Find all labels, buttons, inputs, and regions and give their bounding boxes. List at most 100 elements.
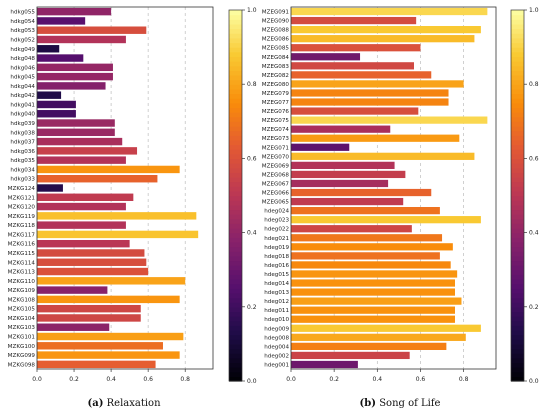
y-tick-label-b-37: hdeg004 (264, 344, 289, 350)
colorbar-segment-b (511, 265, 524, 271)
colorbar-segment-b (511, 255, 524, 262)
colorbar-segment-a (229, 98, 242, 104)
bar-a-MZKG117 (37, 230, 199, 239)
y-tick-label-a-31: MZKG108 (8, 297, 36, 303)
bar-b-MZEG070 (291, 152, 475, 160)
bar-a-hdkg054 (37, 17, 86, 25)
colorbar-segment-a (229, 37, 242, 44)
colorbar-segment-b (511, 116, 524, 122)
colorbar-segment-b (511, 269, 524, 275)
y-tick-label-a-15: hdkg036 (10, 149, 35, 155)
colorbar-segment-b (511, 37, 524, 44)
bar-a-MZKG116 (37, 239, 130, 248)
colorbar-segment-a (229, 218, 242, 224)
colorbar-segment-a (229, 209, 242, 215)
y-tick-label-b-15: MZEG071 (262, 145, 290, 151)
colorbar-segment-b (511, 311, 524, 317)
y-tick-label-b-35: hdeg009 (264, 326, 289, 332)
y-tick-label-a-0: hdkg055 (10, 10, 35, 16)
y-tick-label-a-10: hdkg041 (10, 102, 35, 108)
bar-b-MZEG079 (291, 89, 449, 97)
colorbar-segment-a (229, 19, 242, 25)
y-tick-label-b-38: hdeg002 (264, 353, 289, 359)
colorbar-segment-a (229, 367, 242, 373)
colorbar-segment-b (511, 10, 524, 16)
colorbar-segment-a (229, 88, 242, 95)
colorbar-segment-a (229, 265, 242, 271)
colorbar-segment-a (229, 158, 242, 164)
y-tick-label-a-24: MZKG117 (8, 232, 36, 238)
colorbar-segment-b (511, 237, 524, 243)
colorbar-segment-a (229, 237, 242, 243)
colorbar-segment-a (229, 28, 242, 34)
bar-b-hdeg012 (291, 297, 462, 305)
y-tick-label-b-24: hdeg022 (264, 227, 289, 233)
bar-b-MZEG076 (291, 107, 419, 115)
bar-b-MZEG065 (291, 197, 404, 206)
y-tick-label-b-8: MZEG080 (262, 82, 290, 88)
y-tick-label-b-25: hdeg021 (264, 236, 289, 242)
y-tick-label-b-32: hdeg012 (264, 299, 289, 305)
colorbar-segment-a (229, 246, 242, 252)
y-tick-label-b-30: hdeg014 (264, 281, 289, 287)
colorbar-segment-a (229, 172, 242, 178)
colorbar-segment-a (229, 357, 242, 364)
y-tick-label-b-16: MZEG070 (262, 154, 290, 160)
colorbar-segment-a (229, 255, 242, 262)
bar-b-MZEG082 (291, 71, 432, 79)
caption-a: (a) Relaxation (87, 398, 160, 409)
bar-b-hdeg014 (291, 279, 455, 287)
colorbar-segment-a (229, 70, 242, 76)
y-tick-label-a-36: MZKG100 (8, 344, 36, 350)
bar-b-MZEG080 (291, 80, 464, 88)
colorbar-segment-a (229, 42, 242, 48)
y-tick-label-a-23: MZKG118 (8, 223, 36, 229)
y-tick-label-b-23: hdeg023 (264, 218, 289, 224)
colorbar-segment-a (229, 274, 242, 280)
colorbar-segment-a (229, 334, 242, 340)
y-tick-label-a-8: hdkg044 (10, 84, 35, 90)
bar-b-hdeg002 (291, 351, 410, 360)
colorbar-segment-a (229, 102, 242, 108)
bar-b-hdeg009 (291, 324, 481, 332)
colorbar-segment-a (229, 107, 242, 113)
colorbar-segment-b (511, 158, 524, 164)
y-tick-label-a-11: hdkg040 (10, 112, 35, 118)
colorbar-segment-b (511, 135, 524, 141)
colorbar-segment-a (229, 167, 242, 173)
bar-a-MZKG098 (37, 360, 156, 369)
colorbar-segment-a (229, 371, 242, 377)
bar-b-MZEG073 (291, 134, 460, 142)
y-tick-label-a-29: MZKG110 (8, 279, 36, 285)
colorbar-segment-b (511, 297, 524, 303)
bar-a-MZKG115 (37, 249, 145, 257)
colorbar-segment-a (229, 376, 242, 382)
bar-b-MZEG085 (291, 44, 421, 52)
colorbar-segment-b (511, 167, 524, 173)
bar-a-MZKG119 (37, 212, 197, 220)
colorbar-tick-label-a-5: 1.0 (247, 7, 257, 14)
y-tick-label-b-7: MZEG082 (262, 73, 289, 79)
y-tick-label-a-5: hdkg048 (10, 56, 35, 62)
colorbar-segment-b (511, 130, 524, 136)
caption-a-label: (a) (87, 398, 104, 409)
colorbar-segment-b (511, 353, 524, 359)
bar-a-hdkg055 (37, 7, 112, 16)
y-tick-label-a-14: hdkg037 (10, 140, 35, 146)
colorbar-segment-a (229, 149, 242, 155)
y-tick-label-b-13: MZEG074 (262, 127, 290, 133)
colorbar-segment-b (511, 320, 524, 326)
bar-a-hdkg040 (37, 110, 76, 118)
y-tick-label-b-1: MZEG090 (262, 19, 290, 25)
colorbar-segment-b (511, 200, 524, 206)
colorbar-tick-label-b-4: 0.8 (529, 81, 539, 88)
colorbar-segment-a (229, 130, 242, 136)
bar-a-MZKG124 (37, 184, 63, 192)
bar-a-MZKG120 (37, 202, 126, 211)
colorbar-segment-b (511, 70, 524, 76)
y-tick-label-b-28: hdeg016 (264, 263, 289, 269)
bar-b-MZEG088 (291, 26, 481, 34)
bar-a-MZKG114 (37, 258, 147, 266)
colorbar-segment-b (511, 153, 524, 159)
y-tick-label-a-30: MZKG109 (8, 288, 36, 294)
